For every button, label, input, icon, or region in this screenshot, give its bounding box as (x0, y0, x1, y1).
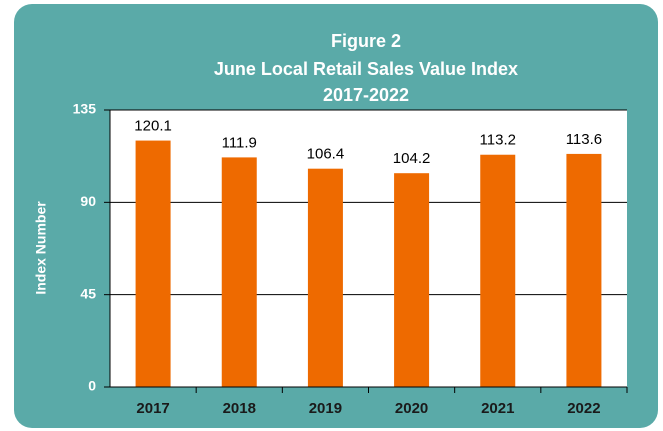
x-tick-label: 2022 (567, 400, 600, 417)
x-tick-label: 2019 (309, 400, 342, 417)
chart-title: 2017-2022 (323, 85, 409, 105)
bar (394, 173, 430, 387)
y-tick-label: 45 (80, 285, 96, 301)
bar (480, 154, 516, 387)
bar (566, 153, 602, 387)
y-tick-label: 0 (88, 378, 96, 394)
data-label: 120.1 (134, 118, 172, 135)
data-label: 111.9 (222, 134, 257, 151)
data-label: 113.6 (566, 131, 602, 148)
y-tick-label: 135 (73, 101, 97, 117)
y-axis-label: Index Number (33, 201, 49, 295)
x-tick-label: 2021 (481, 400, 514, 417)
bar (135, 140, 171, 387)
x-tick-label: 2020 (395, 400, 428, 417)
chart-title: Figure 2 (331, 31, 401, 51)
bar (307, 168, 343, 387)
x-tick-label: 2018 (223, 400, 256, 417)
y-tick-label: 90 (80, 193, 96, 209)
plot-area (110, 110, 627, 387)
data-label: 104.2 (393, 150, 431, 167)
bar (221, 157, 257, 387)
data-label: 113.2 (480, 132, 516, 149)
data-label: 106.4 (307, 146, 345, 163)
x-tick-label: 2017 (136, 400, 169, 417)
chart-title: June Local Retail Sales Value Index (214, 59, 518, 79)
